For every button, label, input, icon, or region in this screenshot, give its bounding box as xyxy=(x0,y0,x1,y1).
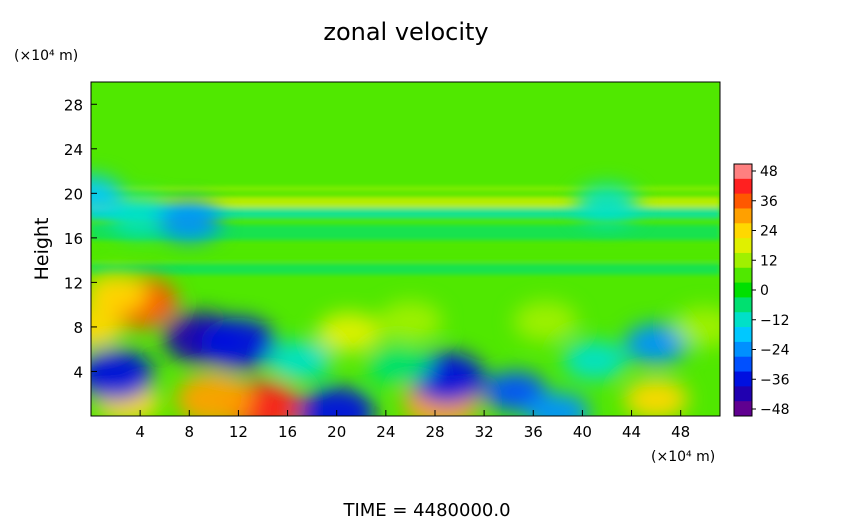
colorbar-swatch xyxy=(734,401,752,417)
x-tick-label: 48 xyxy=(671,423,690,441)
y-tick-label: 24 xyxy=(64,141,83,159)
colorbar-tick-label: 0 xyxy=(760,283,769,299)
heatmap-cell xyxy=(91,348,154,401)
colorbar-swatch xyxy=(734,267,752,284)
colorbar-swatch xyxy=(734,282,752,298)
colorbar-swatch xyxy=(734,193,752,209)
colorbar-tick-label: 24 xyxy=(760,224,778,240)
colorbar-tick-label: −24 xyxy=(760,343,790,359)
y-tick-label: 12 xyxy=(64,274,83,292)
colorbar-swatch xyxy=(734,238,752,254)
heatmap-band xyxy=(91,224,720,241)
heatmap-cell xyxy=(525,392,590,416)
colorbar-swatch xyxy=(734,371,752,387)
heatmap-cell xyxy=(200,317,277,370)
heatmap-cell xyxy=(91,273,148,314)
colorbar: 48 36 24 12 0 −12 −24 −36 −48 xyxy=(733,163,790,418)
heatmap-cell xyxy=(366,345,431,386)
colorbar-swatch xyxy=(734,327,752,343)
heatmap-band xyxy=(91,247,720,262)
colorbar-tick-label: 12 xyxy=(760,253,778,269)
heatmap-cell xyxy=(624,323,689,364)
colorbar-swatch xyxy=(734,312,752,328)
colorbar-tick-label: 36 xyxy=(760,194,778,210)
y-tick-label: 20 xyxy=(64,185,83,203)
heatmap-cell xyxy=(157,201,222,242)
colorbar-tick-label: 48 xyxy=(760,164,778,180)
x-tick-label: 40 xyxy=(573,423,592,441)
x-axis: 4 8 12 16 20 24 28 32 36 40 44 48 xyxy=(135,410,690,441)
y-tick-label: 4 xyxy=(73,363,83,381)
heatmap-cell xyxy=(624,379,689,416)
x-tick-label: 12 xyxy=(229,423,248,441)
colorbar-swatch xyxy=(734,252,752,269)
heatmap-cell xyxy=(513,301,578,342)
y-axis-unit-label: (×10⁴ m) xyxy=(14,48,78,64)
y-tick-label: 16 xyxy=(64,230,83,248)
heatmap-cell xyxy=(175,373,252,416)
y-tick-label: 8 xyxy=(73,319,83,337)
colorbar-swatch xyxy=(734,356,752,373)
colorbar-tick-label: −12 xyxy=(760,313,790,329)
heatmap-cell xyxy=(574,184,639,225)
heatmap-field xyxy=(91,82,720,416)
heatmap-cell xyxy=(267,340,332,381)
heatmap-cell xyxy=(298,386,375,416)
heatmap-band xyxy=(91,263,720,275)
x-tick-label: 28 xyxy=(425,423,444,441)
heatmap-cell xyxy=(91,175,123,216)
time-label: TIME = 4480000.0 xyxy=(342,500,510,519)
heatmap-cell xyxy=(108,195,173,236)
y-axis: 4 8 12 16 20 24 28 xyxy=(64,96,97,381)
heatmap-band xyxy=(91,186,720,192)
y-axis-label: Height xyxy=(31,218,53,281)
plot-frame xyxy=(90,81,721,417)
heatmap-bands xyxy=(91,186,720,275)
heatmap-cell xyxy=(316,312,381,353)
colorbar-tick-label: −36 xyxy=(760,372,790,388)
y-tick-label: 28 xyxy=(64,96,83,114)
colorbar-swatch xyxy=(734,164,752,180)
heatmap-cells xyxy=(91,175,720,416)
heatmap-cell xyxy=(482,371,547,412)
heatmap-cell xyxy=(378,301,443,342)
colorbar-tick-label: −48 xyxy=(760,402,790,418)
colorbar-swatch xyxy=(734,208,752,224)
x-tick-label: 32 xyxy=(475,423,494,441)
colorbar-swatch xyxy=(734,178,752,195)
x-tick-label: 20 xyxy=(327,423,346,441)
x-tick-label: 24 xyxy=(376,423,395,441)
x-tick-label: 4 xyxy=(135,423,145,441)
heatmap-cell xyxy=(673,306,720,347)
x-axis-unit-label: (×10⁴ m) xyxy=(651,449,715,465)
chart-title: zonal velocity xyxy=(323,18,488,46)
colorbar-swatch xyxy=(734,386,752,402)
heatmap-cell xyxy=(562,340,627,381)
heatmap-band xyxy=(91,196,720,208)
heatmap-band xyxy=(91,207,720,219)
colorbar-swatch xyxy=(734,341,752,358)
colorbar-swatch xyxy=(734,297,752,313)
colorbar-swatch xyxy=(734,223,752,239)
x-tick-label: 16 xyxy=(278,423,297,441)
heatmap-cell xyxy=(91,306,123,347)
x-tick-label: 44 xyxy=(622,423,641,441)
x-tick-label: 36 xyxy=(524,423,543,441)
x-tick-label: 8 xyxy=(185,423,195,441)
